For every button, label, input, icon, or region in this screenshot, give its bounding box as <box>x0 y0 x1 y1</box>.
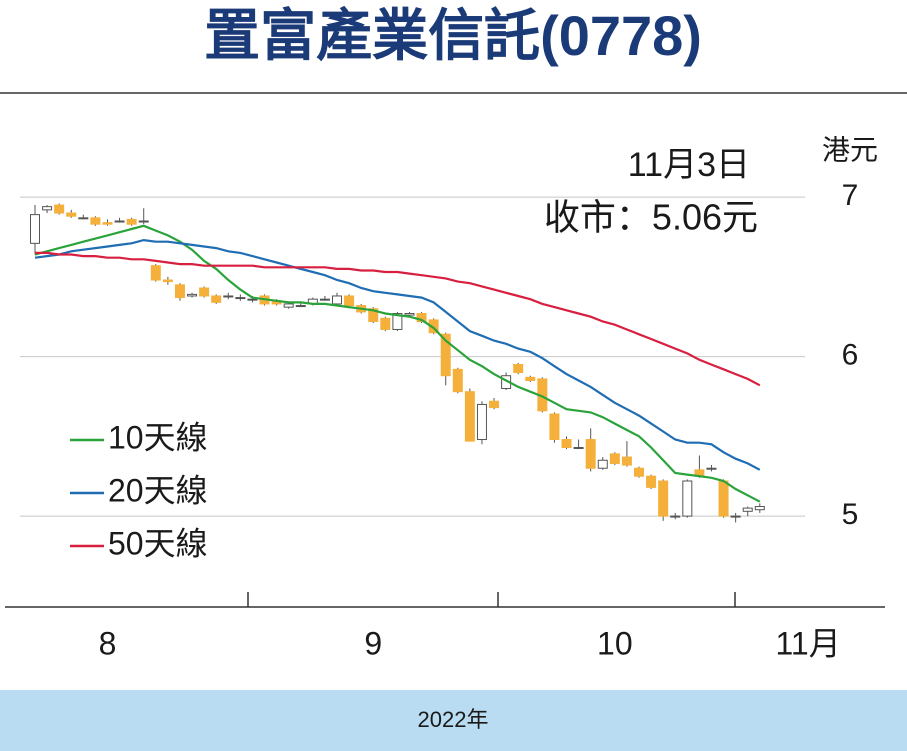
candle-body <box>295 305 306 308</box>
candle-body <box>332 295 342 305</box>
candle-body <box>489 400 500 409</box>
candle-body <box>549 413 560 441</box>
candle-body <box>730 515 741 518</box>
moving-average-line <box>34 238 761 471</box>
moving-average-line <box>34 224 761 503</box>
candle-body <box>199 287 210 297</box>
candle-body <box>162 279 173 283</box>
candle-body <box>706 467 717 470</box>
candle-body <box>646 475 657 488</box>
annotation: 收市：5.06元 <box>544 197 758 238</box>
candle-body <box>718 480 729 517</box>
y-tick-label: 5 <box>842 498 859 531</box>
candle-body <box>187 293 198 297</box>
candle-body <box>525 376 536 382</box>
candle-body <box>682 480 693 517</box>
candle-body <box>392 313 403 330</box>
moving-average-line <box>35 251 761 387</box>
candle-body <box>428 319 439 334</box>
candle-body <box>138 220 149 223</box>
candle-body <box>368 308 379 322</box>
x-tick-label: 10 <box>597 625 633 661</box>
candle-body <box>211 295 222 303</box>
candle-body <box>319 298 330 301</box>
candle-body <box>66 212 77 217</box>
candle-body <box>464 391 475 442</box>
candle-body <box>174 284 185 299</box>
candle-body <box>573 446 584 449</box>
candle-body <box>30 214 40 244</box>
y-tick-label: 7 <box>842 179 859 212</box>
candle-body <box>561 439 572 448</box>
legend-label: 20天線 <box>108 472 208 508</box>
candle-body <box>416 313 427 322</box>
candle-body <box>621 456 632 466</box>
candle-body <box>42 206 53 211</box>
candle-body <box>754 506 765 511</box>
candle-body <box>223 295 234 298</box>
candle-body <box>513 364 524 374</box>
candle-body <box>440 333 451 377</box>
legend-label: 10天線 <box>108 419 208 455</box>
candle-body <box>670 515 681 518</box>
candle-body <box>404 313 415 316</box>
x-tick-label: 9 <box>364 625 382 661</box>
footer: 2022年 <box>418 707 489 732</box>
candle-body <box>54 204 65 214</box>
chart-title: 置富產業信託(0778) <box>204 4 702 67</box>
candle-body <box>90 217 101 225</box>
x-tick-label: 11月 <box>776 625 841 661</box>
x-tick-label: 8 <box>99 625 117 661</box>
legend-label: 50天線 <box>108 525 208 561</box>
annotation: 11月3日 <box>628 146 750 184</box>
candle-body <box>609 453 620 464</box>
candle-body <box>452 368 463 393</box>
candle-body <box>114 220 125 223</box>
candle-body <box>78 217 89 220</box>
candle-body <box>742 507 753 512</box>
candle-body <box>585 439 596 469</box>
y-tick-label: 6 <box>842 339 859 372</box>
candle-body <box>344 295 355 307</box>
candle-body <box>235 297 246 300</box>
candle-body <box>247 298 258 301</box>
candle-body <box>126 218 137 225</box>
candle-body <box>102 222 113 225</box>
candle-body <box>597 459 608 469</box>
candle-body <box>476 403 487 441</box>
candle-body <box>658 480 669 517</box>
y-unit: 港元 <box>822 134 878 165</box>
candle-body <box>634 467 644 477</box>
candle-body <box>283 303 294 308</box>
candle-body <box>380 317 391 330</box>
candle-body <box>150 265 161 281</box>
footer-band <box>0 690 907 751</box>
